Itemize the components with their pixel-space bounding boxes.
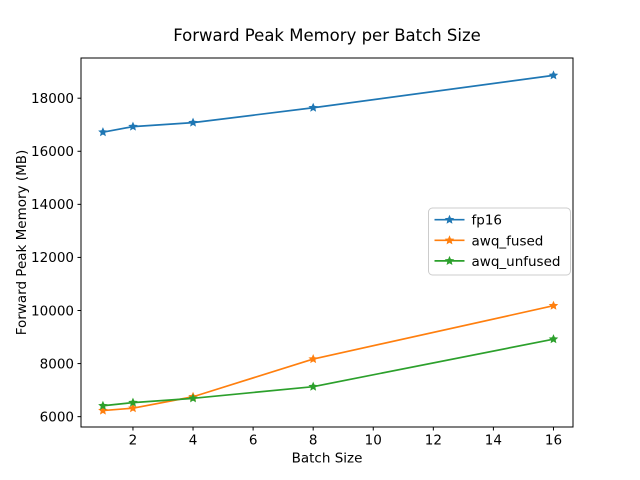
x-tick-label: 6	[249, 433, 258, 449]
marker-awq_unfused	[188, 393, 198, 403]
marker-awq_unfused	[98, 400, 108, 410]
y-tick-label: 14000	[31, 197, 74, 213]
chart-layer: 2 4 6 8 10 12 14 16 6000 8000 10000 12000 14000 16000…	[31, 57, 574, 449]
x-tick-label: 14	[485, 433, 502, 449]
x-tick-label: 4	[189, 433, 198, 449]
x-axis-label: Batch Size	[292, 451, 363, 467]
legend-label-awq_fused: awq_fused	[472, 233, 544, 249]
marker-fp16	[98, 127, 108, 137]
marker-awq_unfused	[548, 334, 559, 344]
marker-awq_fused	[548, 300, 559, 310]
x-tick-label: 8	[309, 433, 318, 449]
x-tick-label: 12	[425, 433, 442, 449]
legend-swatch-marker-awq_unfused	[444, 255, 455, 265]
y-tick-label: 10000	[31, 303, 74, 319]
marker-fp16	[548, 70, 559, 80]
legend-label-fp16: fp16	[472, 213, 503, 229]
legend-swatch-marker-awq_fused	[444, 235, 455, 245]
marker-awq_unfused	[308, 381, 318, 391]
legend-box	[428, 207, 571, 276]
marker-fp16	[188, 117, 198, 127]
x-tick-label: 10	[365, 433, 382, 449]
marker-awq_unfused	[128, 397, 138, 407]
y-tick-label: 16000	[31, 144, 74, 160]
marker-awq_fused	[98, 405, 108, 415]
legend-label-awq_unfused: awq_unfused	[472, 254, 561, 270]
marker-awq_fused	[128, 403, 138, 413]
x-tick-label: 2	[129, 433, 138, 449]
y-tick-label: 6000	[40, 409, 74, 425]
y-tick-label: 12000	[31, 250, 74, 266]
marker-fp16	[128, 121, 138, 131]
marker-awq_fused	[308, 354, 318, 364]
legend-swatch-marker-fp16	[444, 214, 455, 224]
y-tick-label: 8000	[40, 356, 74, 372]
chart-title: Forward Peak Memory per Batch Size	[173, 26, 481, 45]
y-axis-label: Forward Peak Memory (MB)	[14, 150, 30, 336]
marker-fp16	[308, 102, 318, 112]
x-tick-label: 16	[545, 433, 562, 449]
y-tick-label: 18000	[31, 91, 74, 107]
